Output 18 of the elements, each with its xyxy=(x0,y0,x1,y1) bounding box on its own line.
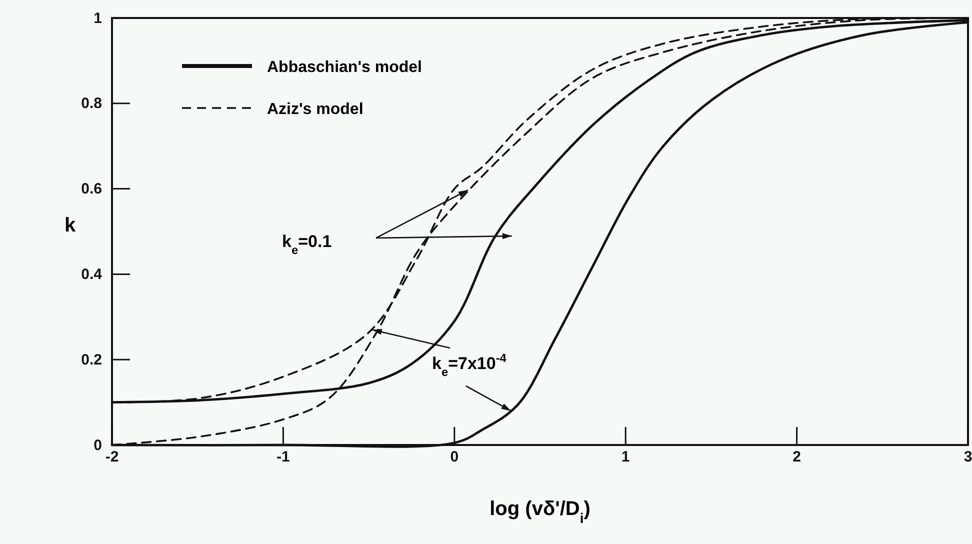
legend-label: Aziz's model xyxy=(267,101,364,118)
x-axis-title: log (vδ'/D$_{i}$) xyxy=(490,498,590,526)
y-tick-label: 1 xyxy=(94,10,102,27)
y-tick-label: 0.8 xyxy=(81,95,102,112)
y-axis-title: k xyxy=(64,214,76,236)
y-tick-label: 0.6 xyxy=(81,180,102,198)
y-tick-label: 0 xyxy=(94,436,102,454)
annotation: k$_{e}$=0.1 xyxy=(282,232,332,257)
x-tick-label: 1 xyxy=(621,448,630,466)
x-tick-label: 2 xyxy=(792,448,801,466)
annotation: k$_{e}$=7x10$^{-4}$ xyxy=(432,351,507,379)
x-tick-label: 3 xyxy=(964,448,972,466)
x-tick-label: 0 xyxy=(450,448,459,466)
y-tick-label: 0.4 xyxy=(81,266,103,283)
x-tick-label: -1 xyxy=(276,448,290,466)
x-tick-label: -2 xyxy=(105,448,119,466)
y-tick-label: 0.2 xyxy=(81,351,102,368)
legend-label: Abbaschian's model xyxy=(267,59,422,76)
